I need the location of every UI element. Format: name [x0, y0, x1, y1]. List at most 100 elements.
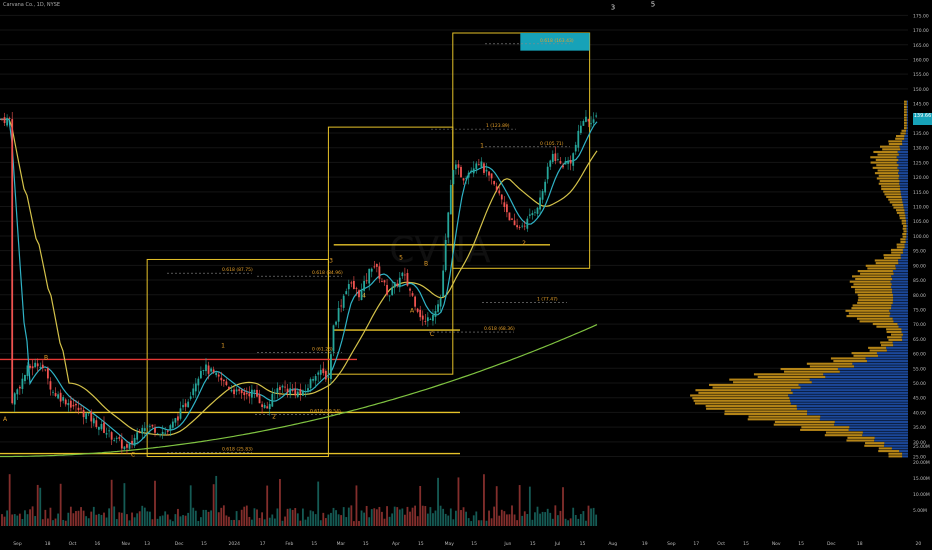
volume-bar: [516, 520, 518, 526]
candle-body: [500, 194, 503, 200]
vp-buy-bar: [852, 362, 908, 365]
price-axis-tick: 90.00: [913, 263, 926, 269]
vp-sell-bar: [800, 428, 849, 431]
candle-body: [197, 378, 200, 386]
candle-body: [294, 388, 297, 396]
candle-body: [370, 268, 373, 272]
volume-bar: [141, 505, 144, 526]
volume-bar: [187, 512, 190, 526]
candle-body: [337, 308, 340, 322]
vp-sell-bar: [690, 394, 789, 397]
candle-body: [465, 178, 467, 179]
candle-body: [128, 443, 131, 449]
candle-body: [156, 433, 159, 435]
current-price-tag: 139.66: [913, 113, 932, 126]
vp-sell-bar: [883, 254, 901, 257]
time-axis-label: Jul: [554, 541, 560, 547]
candle-body: [416, 308, 419, 312]
candle-body: [460, 166, 462, 178]
vp-sell-bar: [852, 275, 892, 278]
vp-buy-bar: [898, 164, 908, 167]
volume-bar: [574, 515, 577, 526]
candle-body: [261, 404, 263, 407]
price-axis-tick: 45.00: [913, 396, 926, 402]
vp-sell-bar: [899, 214, 906, 217]
vp-buy-bar: [900, 193, 908, 196]
candle-body: [302, 390, 304, 396]
vp-sell-bar: [875, 262, 899, 265]
price-axis-tick: 35.00: [913, 425, 926, 431]
time-axis-label: May: [445, 541, 455, 547]
volume-bar: [557, 515, 559, 526]
volume-bar: [26, 514, 29, 526]
volume-bar: [324, 518, 327, 526]
candle-body: [98, 426, 100, 430]
volume-bar: [256, 509, 258, 526]
candle-body: [477, 164, 480, 166]
candle-body: [541, 191, 544, 200]
volume-bar: [299, 520, 302, 526]
price-axis-tick: 160.00: [913, 57, 929, 63]
vp-buy-bar: [876, 352, 908, 355]
volume-bar: [360, 510, 363, 526]
volume-bar: [526, 514, 529, 526]
vp-buy-bar: [898, 153, 908, 156]
volume-bar: [85, 516, 88, 526]
candle-body: [312, 379, 314, 381]
volume-bar: [146, 511, 149, 526]
volume-bar: [120, 512, 123, 526]
candle-body: [498, 190, 501, 194]
volume-bar: [189, 485, 192, 526]
volume-bar: [261, 512, 263, 526]
candle-body: [353, 280, 355, 289]
volume-bar: [80, 507, 82, 526]
candle-body: [258, 394, 261, 404]
wave-label: 1: [480, 143, 484, 150]
volume-bar: [207, 511, 210, 526]
volume-bar: [549, 512, 552, 526]
candle-body: [136, 432, 139, 440]
vp-buy-bar: [896, 161, 908, 164]
volume-bar: [248, 516, 251, 526]
vp-sell-bar: [712, 386, 801, 389]
candle-body: [164, 432, 167, 434]
vp-buy-bar: [839, 370, 908, 373]
candle-body: [569, 160, 572, 164]
vp-buy-bar: [902, 333, 908, 336]
volume-bar: [174, 514, 177, 526]
candle-body: [396, 283, 399, 286]
candle-body: [243, 392, 246, 396]
time-axis-label: Sep: [13, 541, 22, 547]
vp-sell-bar: [904, 116, 907, 119]
vp-buy-bar: [849, 426, 908, 429]
volume-bar: [409, 511, 411, 526]
vp-buy-bar: [897, 322, 908, 326]
candle-body: [462, 178, 465, 181]
volume-bar: [143, 507, 146, 526]
time-axis-label: 15: [798, 541, 804, 547]
volume-bar: [200, 517, 202, 526]
candle-body: [271, 393, 274, 407]
vp-buy-bar: [884, 442, 908, 445]
time-axis-label: 15: [311, 541, 317, 547]
volume-bar: [342, 507, 345, 526]
vp-buy-bar: [906, 230, 908, 233]
candle-body: [149, 425, 151, 427]
volume-bar: [518, 485, 521, 526]
price-axis-tick: 85.00: [913, 278, 926, 284]
candle-body: [368, 268, 371, 284]
candle-body: [360, 290, 363, 301]
volume-axis-tick: 25.00M: [913, 444, 930, 450]
vp-buy-bar: [895, 267, 908, 270]
vp-sell-bar: [865, 442, 885, 445]
volume-bar: [44, 509, 47, 526]
candle-body: [375, 263, 378, 267]
candle-body: [49, 381, 52, 390]
vp-buy-bar: [901, 195, 908, 199]
vp-sell-bar: [892, 203, 904, 206]
vp-sell-bar: [860, 272, 894, 275]
volume-bar: [296, 513, 299, 526]
volume-bar: [156, 518, 159, 526]
volume-bar: [268, 517, 271, 526]
